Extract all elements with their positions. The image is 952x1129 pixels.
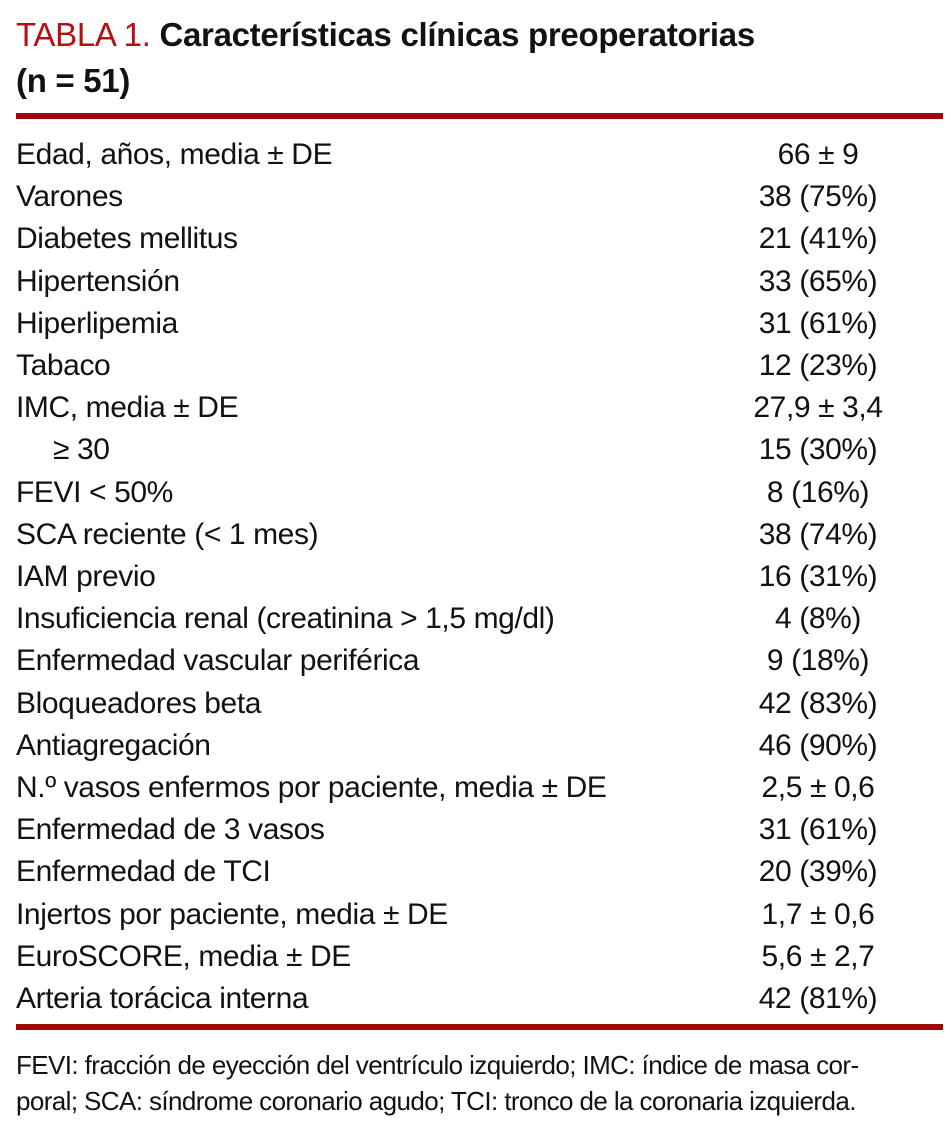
row-label: IMC, media ± DE xyxy=(16,391,239,425)
row-value: 12 (23%) xyxy=(758,349,878,383)
table-row: Tabaco 12 (23%) xyxy=(16,345,943,387)
table-row: IMC, media ± DE 27,9 ± 3,4 xyxy=(16,387,943,429)
row-label: Diabetes mellitus xyxy=(16,222,238,256)
table-row: Enfermedad de 3 vasos 31 (61%) xyxy=(16,809,943,851)
row-value: 38 (74%) xyxy=(758,517,878,551)
top-rule xyxy=(16,113,943,119)
table-row: Varones 38 (75%) xyxy=(16,176,943,218)
row-label: Insuficiencia renal (creatinina > 1,5 mg… xyxy=(16,602,555,636)
table-row: Enfermedad de TCI 20 (39%) xyxy=(16,851,943,893)
row-label: Enfermedad de TCI xyxy=(16,855,271,889)
table-row: N.º vasos enfermos por paciente, media ±… xyxy=(16,767,943,809)
table-row: Insuficiencia renal (creatinina > 1,5 mg… xyxy=(16,598,943,640)
table-row: Enfermedad vascular periférica 9 (18%) xyxy=(16,640,943,682)
table-number-label: TABLA 1. xyxy=(16,16,151,53)
table-row: Hipertensión 33 (65%) xyxy=(16,261,943,303)
row-label: Bloqueadores beta xyxy=(16,686,262,720)
table-body: Edad, años, media ± DE 66 ± 9 Varones 38 (… xyxy=(16,134,943,1020)
table-row: EuroSCORE, media ± DE 5,6 ± 2,7 xyxy=(16,936,943,978)
table-row: IAM previo 16 (31%) xyxy=(16,556,943,598)
table-row: Hiperlipemia 31 (61%) xyxy=(16,303,943,345)
table-title-n: (n = 51) xyxy=(16,62,131,99)
table-row: Bloqueadores beta 42 (83%) xyxy=(16,683,943,725)
row-value: 46 (90%) xyxy=(758,728,878,762)
table-row: SCA reciente (< 1 mes) 38 (74%) xyxy=(16,514,943,556)
row-label: FEVI < 50% xyxy=(16,475,173,509)
row-label: Injertos por paciente, media ± DE xyxy=(16,897,448,931)
row-value: 42 (83%) xyxy=(758,686,878,720)
footnote-line-2: poral; SCA: síndrome coronario agudo; TC… xyxy=(16,1086,856,1117)
table-row: ≥ 30 15 (30%) xyxy=(16,429,943,471)
row-value: 21 (41%) xyxy=(758,222,878,256)
row-label: Enfermedad vascular periférica xyxy=(16,644,420,678)
table-row: Injertos por paciente, media ± DE 1,7 ± 0… xyxy=(16,894,943,936)
row-label: Hipertensión xyxy=(16,264,180,298)
row-label: Tabaco xyxy=(16,349,111,383)
row-label: IAM previo xyxy=(16,560,156,594)
row-label: ≥ 30 xyxy=(53,433,110,467)
row-value: 31 (61%) xyxy=(758,813,878,847)
row-value: 27,9 ± 3,4 xyxy=(753,391,883,425)
footnote-line-1: FEVI: fracción de eyección del ventrícul… xyxy=(16,1050,859,1081)
row-value: 8 (16%) xyxy=(766,475,870,509)
table-row: FEVI < 50% 8 (16%) xyxy=(16,472,943,514)
table-row: Diabetes mellitus 21 (41%) xyxy=(16,218,943,260)
row-value: 4 (8%) xyxy=(775,602,861,636)
table-row: Antiagregación 46 (90%) xyxy=(16,725,943,767)
row-label: Varones xyxy=(16,180,123,214)
row-value: 66 ± 9 xyxy=(777,138,859,171)
row-label: Hiperlipemia xyxy=(16,306,178,340)
table-title-text: Características clínicas preoperatorias xyxy=(150,16,755,53)
row-label: SCA reciente (< 1 mes) xyxy=(16,517,319,551)
row-label: Antiagregación xyxy=(16,728,211,762)
table-footnote: FEVI: fracción de eyección del ventrícul… xyxy=(16,1047,943,1119)
row-value: 1,7 ± 0,6 xyxy=(761,897,875,931)
row-value: 5,6 ± 2,7 xyxy=(761,939,875,973)
row-value: 9 (18%) xyxy=(766,644,870,678)
row-value: 20 (39%) xyxy=(758,855,878,889)
row-label: Arteria torácica interna xyxy=(16,982,309,1016)
table-row: Arteria torácica interna 42 (81%) xyxy=(16,978,943,1020)
table-title: TABLA 1. Características clínicas preope… xyxy=(16,12,943,104)
row-label: Enfermedad de 3 vasos xyxy=(16,813,325,847)
row-value: 42 (81%) xyxy=(758,982,878,1016)
bottom-rule xyxy=(16,1024,943,1031)
row-value: 15 (30%) xyxy=(758,433,878,467)
row-value: 2,5 ± 0,6 xyxy=(761,771,875,805)
row-value: 33 (65%) xyxy=(758,264,878,298)
table-row: Edad, años, media ± DE 66 ± 9 xyxy=(16,134,943,176)
row-value: 31 (61%) xyxy=(758,306,878,340)
row-label: EuroSCORE, media ± DE xyxy=(16,939,351,973)
row-label: Edad, años, media ± DE xyxy=(16,138,333,171)
row-label: N.º vasos enfermos por paciente, media ±… xyxy=(16,771,607,805)
row-value: 16 (31%) xyxy=(758,560,878,594)
row-value: 38 (75%) xyxy=(758,180,878,214)
